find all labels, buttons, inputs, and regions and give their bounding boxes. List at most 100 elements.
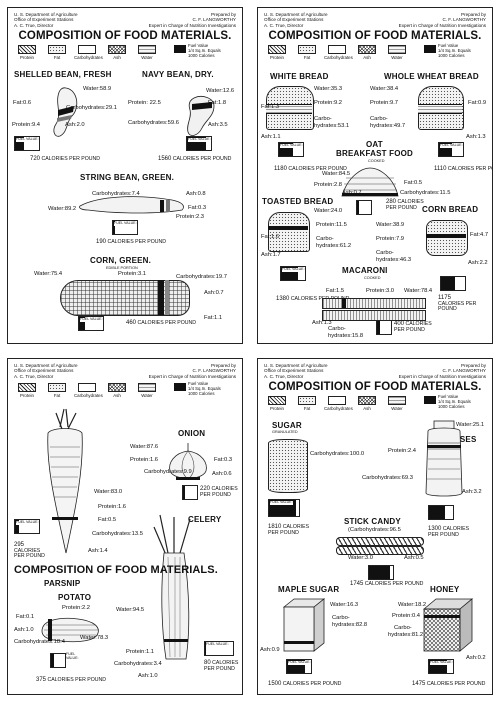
calories-value: 1810 bbox=[268, 524, 282, 530]
label-ash: Ash:0.5 bbox=[404, 555, 424, 561]
legend-ash: Ash bbox=[363, 406, 371, 411]
dept-text: U. S. Department of Agriculture bbox=[14, 363, 78, 368]
label-carbohydrates-a: Carbo- bbox=[376, 250, 394, 256]
legend-swatch-water bbox=[388, 396, 406, 405]
label-fat: Fat:0.5 bbox=[98, 517, 117, 523]
label-water: Water:12.6 bbox=[206, 88, 235, 94]
string-bean-drawing bbox=[79, 196, 184, 214]
calories-unit: CALORIES PER POUND bbox=[364, 581, 424, 587]
macaroni-band bbox=[342, 298, 346, 308]
label-protein: Protein:7.9 bbox=[376, 236, 405, 242]
fuel-fill bbox=[441, 277, 456, 290]
legend-carbohydrates: Carbohydrates bbox=[324, 55, 353, 60]
food-title-white-bread: WHITE BREAD bbox=[270, 72, 329, 81]
header-left: U. S. Department of Agriculture Office o… bbox=[264, 363, 328, 379]
fuel-legend-block bbox=[174, 383, 186, 391]
fuel-label: FUEL VALUE: bbox=[16, 137, 39, 142]
label-protein: Protein:2.3 bbox=[176, 214, 205, 220]
label-carbohydrates-a: Carbo- bbox=[332, 615, 350, 621]
legend-swatch-water bbox=[138, 383, 156, 392]
label-carbohydrates-b: hydrates:53.1 bbox=[314, 123, 350, 129]
label-carbohydrates: Carbohydrates:7.4 bbox=[92, 191, 140, 197]
label-water: Water:78.4 bbox=[404, 288, 433, 294]
food-title-navy-bean: NAVY BEAN, DRY. bbox=[142, 70, 214, 79]
label-ash: Ash:0.2 bbox=[466, 655, 486, 661]
legend-swatch-carbohydrates bbox=[78, 383, 96, 392]
legend-swatch-fat bbox=[298, 45, 316, 54]
calories-unit: CALORIES PER POUND bbox=[290, 296, 350, 302]
label-ash: Ash:1.4 bbox=[88, 548, 108, 554]
corn-ash-band bbox=[165, 280, 169, 315]
fuel-legend-block bbox=[424, 45, 436, 53]
food-title-oat-2: BREAKFAST FOOD bbox=[336, 149, 414, 158]
label-carbohydrates: Carbohydrates:19.7 bbox=[176, 274, 227, 280]
label-water: Water:35.3 bbox=[314, 86, 343, 92]
food-title-honey: HONEY bbox=[430, 585, 460, 594]
label-water: Water:3.0 bbox=[348, 555, 373, 561]
dept-text: U. S. Department of Agriculture bbox=[264, 12, 328, 17]
legend-swatch-protein bbox=[268, 396, 286, 405]
calories-value: 1475 bbox=[412, 681, 426, 687]
fuel-fill bbox=[113, 221, 116, 234]
fuel-fill bbox=[51, 654, 54, 667]
fuel-value-parsnip: FUEL VALUE: bbox=[14, 519, 50, 541]
legend-swatch-protein bbox=[18, 45, 36, 54]
legend: Protein Fat Carbohydrates Ash Water Fuel… bbox=[264, 43, 486, 65]
calories-stick-candy: 1745 CALORIES PER POUND bbox=[350, 581, 423, 587]
white-bread-band bbox=[266, 104, 312, 114]
legend-swatch-ash bbox=[358, 396, 376, 405]
legend-ash: Ash bbox=[113, 393, 121, 398]
legend-swatch-protein bbox=[18, 383, 36, 392]
macaroni-drawing bbox=[322, 298, 426, 309]
label-water: Water:94.5 bbox=[116, 607, 145, 613]
label-fat: Fat:4.7 bbox=[470, 232, 489, 238]
food-subtitle-corn: EDIBLE PORTION bbox=[106, 266, 138, 270]
label-carbohydrates-b: hydrates:49.7 bbox=[370, 123, 406, 129]
label-carbohydrates: Carbohydrates:11.5 bbox=[400, 190, 451, 196]
fuel-value-sugar: FUEL VALUE: bbox=[268, 499, 304, 521]
toasted-bread-drawing bbox=[268, 212, 310, 252]
label-protein: Protein:9.4 bbox=[12, 122, 41, 128]
label-water: Water:78.3 bbox=[80, 635, 109, 641]
stick-candy-drawing-2 bbox=[336, 546, 424, 555]
fuel-legend-text: Fuel Value 1/4 Sq.In. Equals 1000 Calori… bbox=[438, 43, 471, 58]
preparer-title-text: Expert in Charge of Nutrition Investigat… bbox=[148, 22, 236, 28]
fuel-fill bbox=[15, 520, 19, 533]
legend-swatch-carbohydrates bbox=[328, 396, 346, 405]
fuel-value-string-bean: FUEL VALUE: bbox=[112, 220, 148, 242]
fuel-label: FUEL VALUE: bbox=[270, 500, 293, 505]
food-title-stick-candy: STICK CANDY bbox=[344, 517, 401, 526]
calories-value: 460 bbox=[126, 320, 137, 326]
calories-unit: CALORIES PER POUND bbox=[386, 199, 424, 211]
label-protein: Protein:2.2 bbox=[62, 605, 91, 611]
potato-drawing bbox=[41, 617, 99, 643]
label-fat: Fat:0.6 bbox=[13, 100, 32, 106]
legend-protein: Protein bbox=[270, 55, 284, 60]
label-protein: Protein:2.4 bbox=[388, 448, 417, 454]
legend-swatch-fat bbox=[48, 45, 66, 54]
legend-fat: Fat bbox=[53, 393, 61, 398]
label-water: Water:25.1 bbox=[456, 422, 485, 428]
legend-swatch-water bbox=[138, 45, 156, 54]
fuel-legend-text: Fuel Value 1/4 Sq.In. Equals 1000 Calori… bbox=[438, 394, 471, 409]
label-water: Water:18.2 bbox=[398, 602, 427, 608]
fuel-legend-block bbox=[174, 45, 186, 53]
label-carbohydrates: Carbohydrates:100.0 bbox=[310, 451, 365, 457]
corn-protein-band bbox=[158, 280, 164, 315]
label-protein: Protein: 22.5 bbox=[128, 100, 161, 106]
fuel-label: FUEL VALUE: bbox=[440, 143, 463, 148]
label-fat: Fat:1.1 bbox=[204, 315, 223, 321]
legend-fat: Fat bbox=[53, 55, 61, 60]
label-ash: Ash:0.7 bbox=[204, 290, 224, 296]
label-fat: Fat:0.3 bbox=[188, 205, 207, 211]
calories-unit: CALORIES PER POUND bbox=[137, 320, 196, 326]
corn-drawing bbox=[60, 280, 190, 316]
label-carbohydrates-b: hydrates:15.8 bbox=[328, 333, 364, 339]
calories-value: 220 bbox=[200, 486, 211, 492]
label-protein: Protein:11.5 bbox=[316, 222, 347, 228]
calories-string-bean: 190 CALORIES PER POUND bbox=[96, 239, 166, 245]
fuel-legend-text: Fuel Value 1/4 Sq.In. Equals 1000 Calori… bbox=[188, 381, 221, 396]
food-title-macaroni: MACARONI bbox=[342, 266, 388, 275]
label-water: Water:24.0 bbox=[314, 208, 343, 214]
label-fat: Fat:0.5 bbox=[404, 180, 423, 186]
